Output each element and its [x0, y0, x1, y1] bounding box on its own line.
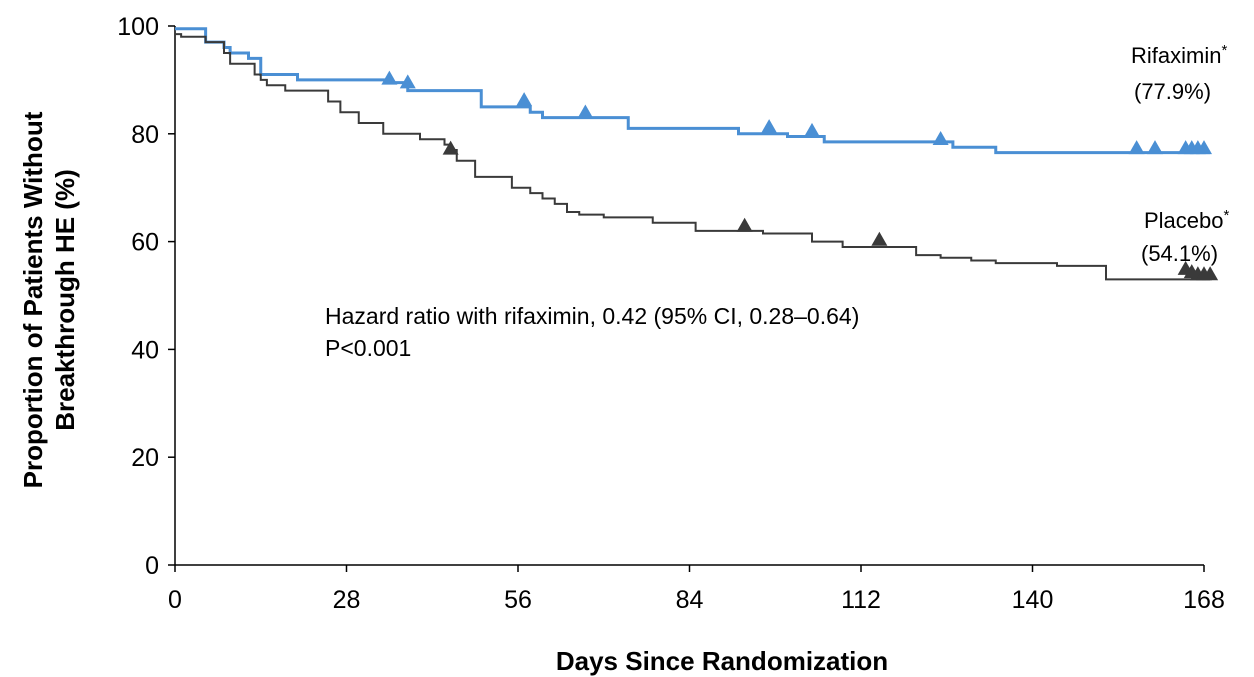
- series-lines: [175, 27, 1211, 281]
- placebo-censor-marker: [442, 140, 459, 155]
- placebo-censor-marker: [736, 217, 753, 232]
- p-value-text: P<0.001: [325, 335, 411, 361]
- y-tick-label: 100: [117, 13, 159, 41]
- placebo-label: Placebo*: [1144, 207, 1230, 233]
- axes: [168, 25, 1205, 572]
- y-tick-label: 20: [131, 444, 159, 472]
- x-tick-label: 0: [168, 586, 182, 614]
- placebo-label-asterisk: *: [1224, 207, 1230, 224]
- placebo-label-name: Placebo: [1144, 208, 1224, 233]
- y-axis-title-line2: Breakthrough HE (%): [50, 169, 80, 430]
- hazard-ratio-text: Hazard ratio with rifaximin, 0.42 (95% C…: [325, 303, 859, 329]
- placebo-censor-marker: [871, 231, 888, 246]
- x-tick-label: 56: [504, 586, 532, 614]
- rifaximin-censor-marker: [381, 70, 398, 85]
- y-tick-label: 40: [131, 336, 159, 364]
- rifaximin-censor-marker: [1128, 140, 1145, 155]
- placebo-final-value: (54.1%): [1141, 241, 1218, 266]
- x-tick-label: 28: [333, 586, 361, 614]
- y-tick-label: 80: [131, 121, 159, 149]
- rifaximin-censor-marker: [932, 130, 949, 145]
- placebo-survival-line: [175, 33, 1211, 281]
- rifaximin-label-name: Rifaximin: [1131, 43, 1221, 68]
- x-tick-label: 168: [1183, 586, 1225, 614]
- rifaximin-survival-line: [175, 27, 1211, 155]
- x-tick-label: 140: [1012, 586, 1054, 614]
- rifaximin-final-value: (77.9%): [1134, 79, 1211, 104]
- y-axis-title-line1: Proportion of Patients Without: [18, 111, 48, 488]
- placebo-censor-marker: [1202, 266, 1219, 281]
- rifaximin-censor-marker: [804, 122, 820, 137]
- rifaximin-label: Rifaximin*: [1131, 42, 1227, 68]
- rifaximin-censor-marker: [516, 92, 533, 107]
- x-axis-title: Days Since Randomization: [556, 646, 888, 676]
- x-tick-label: 112: [841, 586, 881, 614]
- y-tick-label: 0: [145, 552, 159, 580]
- rifaximin-censor-marker: [761, 119, 778, 134]
- tick-labels: 0 20 40 60 80 100 0 28 56 84 112 140 168: [117, 13, 1225, 614]
- y-tick-label: 60: [131, 229, 159, 257]
- x-tick-label: 84: [676, 586, 704, 614]
- censor-markers: [381, 70, 1219, 281]
- rifaximin-censor-marker: [1147, 140, 1163, 155]
- rifaximin-censor-marker: [1196, 140, 1212, 155]
- rifaximin-label-asterisk: *: [1221, 42, 1227, 59]
- rifaximin-censor-marker: [399, 74, 416, 89]
- rifaximin-censor-marker: [577, 104, 594, 119]
- y-axis-title: Proportion of Patients Without Breakthro…: [18, 111, 80, 488]
